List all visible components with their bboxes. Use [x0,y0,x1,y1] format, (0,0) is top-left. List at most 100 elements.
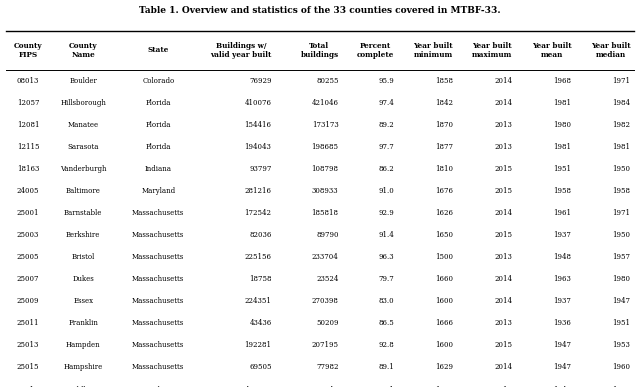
Text: 1937: 1937 [554,297,572,305]
Text: 1971: 1971 [612,209,630,217]
Text: 1981: 1981 [554,143,572,151]
Text: 1650: 1650 [435,231,453,239]
Text: Boulder: Boulder [69,77,97,85]
Text: 1942: 1942 [554,385,572,387]
Text: 185818: 185818 [312,209,339,217]
Text: 2013: 2013 [494,253,512,261]
Text: 97.7: 97.7 [378,143,394,151]
Text: 1961: 1961 [554,209,572,217]
Text: 82036: 82036 [249,231,271,239]
Text: Massachusetts: Massachusetts [132,363,184,372]
Text: 2015: 2015 [494,341,512,349]
Text: 1666: 1666 [435,319,453,327]
Text: 1947: 1947 [554,341,572,349]
Text: Franklin: Franklin [68,319,99,327]
Text: 83.0: 83.0 [378,297,394,305]
Text: 2015: 2015 [494,231,512,239]
Text: 92.9: 92.9 [378,209,394,217]
Text: 69505: 69505 [249,363,271,372]
Text: Table 1. Overview and statistics of the 33 counties covered in MTBF-33.: Table 1. Overview and statistics of the … [139,6,501,15]
Text: 410076: 410076 [244,99,271,107]
Text: 1958: 1958 [554,187,572,195]
Text: 91.4: 91.4 [378,231,394,239]
Text: 1960: 1960 [612,363,630,372]
Text: 172542: 172542 [244,209,271,217]
Text: 1877: 1877 [435,143,453,151]
Text: 108798: 108798 [312,165,339,173]
Text: 50209: 50209 [316,319,339,327]
Text: Hampden: Hampden [66,341,100,349]
Text: 1958: 1958 [612,187,630,195]
Text: 96.3: 96.3 [378,253,394,261]
Text: 89.1: 89.1 [378,363,394,372]
Text: 25001: 25001 [17,209,39,217]
Text: 97.4: 97.4 [378,99,394,107]
Text: Middlesex: Middlesex [65,385,102,387]
Text: 1950: 1950 [612,165,630,173]
Text: 1629: 1629 [435,363,453,372]
Text: 2014: 2014 [494,99,512,107]
Text: 2014: 2014 [494,275,512,283]
Text: Percent
complete: Percent complete [356,42,394,59]
Text: 1984: 1984 [612,99,630,107]
Text: 25009: 25009 [17,297,39,305]
Text: 1981: 1981 [554,99,572,107]
Text: Massachusetts: Massachusetts [132,297,184,305]
Text: Year built
mean: Year built mean [532,42,572,59]
Text: 92.1: 92.1 [378,385,394,387]
Text: 12115: 12115 [17,143,39,151]
Text: 225156: 225156 [244,253,271,261]
Text: Year built
median: Year built median [591,42,630,59]
Text: 1660: 1660 [435,275,453,283]
Text: 460722: 460722 [244,385,271,387]
Text: 91.0: 91.0 [378,187,394,195]
Text: 12081: 12081 [17,121,39,129]
Text: 1951: 1951 [612,319,630,327]
Text: Berkshire: Berkshire [66,231,100,239]
Text: 270398: 270398 [312,297,339,305]
Text: 1810: 1810 [435,165,453,173]
Text: 1626: 1626 [435,209,453,217]
Text: 77982: 77982 [316,363,339,372]
Text: 2014: 2014 [494,297,512,305]
Text: 18163: 18163 [17,165,39,173]
Text: 25011: 25011 [17,319,39,327]
Text: 25017: 25017 [17,385,39,387]
Text: 192281: 192281 [244,341,271,349]
Text: 92.8: 92.8 [378,341,394,349]
Text: 2015: 2015 [494,187,512,195]
Text: 2013: 2013 [494,143,512,151]
Text: 2015: 2015 [494,165,512,173]
Text: County
FIPS: County FIPS [14,42,42,59]
Text: 1950: 1950 [612,385,630,387]
Text: 1948: 1948 [554,253,572,261]
Text: 1968: 1968 [554,77,572,85]
Text: 1963: 1963 [554,275,572,283]
Text: 1971: 1971 [612,77,630,85]
Text: 1980: 1980 [612,275,630,283]
Text: 281216: 281216 [244,187,271,195]
Text: 1600: 1600 [435,297,453,305]
Text: 1953: 1953 [612,341,630,349]
Text: 1980: 1980 [554,121,572,129]
Text: 500047: 500047 [312,385,339,387]
Text: 1947: 1947 [554,363,572,372]
Text: 25005: 25005 [17,253,39,261]
Text: Massachusetts: Massachusetts [132,231,184,239]
Text: 18758: 18758 [249,275,271,283]
Text: 1676: 1676 [435,187,453,195]
Text: 2013: 2013 [494,121,512,129]
Text: 24005: 24005 [17,187,39,195]
Text: Massachusetts: Massachusetts [132,319,184,327]
Text: Bristol: Bristol [72,253,95,261]
Text: County
Name: County Name [69,42,98,59]
Text: 1937: 1937 [554,231,572,239]
Text: 198685: 198685 [312,143,339,151]
Text: 1858: 1858 [435,77,453,85]
Text: Vanderburgh: Vanderburgh [60,165,107,173]
Text: 224351: 224351 [244,297,271,305]
Text: Year built
maximum: Year built maximum [472,42,512,59]
Text: 1982: 1982 [612,121,630,129]
Text: Year built
minimum: Year built minimum [413,42,453,59]
Text: 86.2: 86.2 [378,165,394,173]
